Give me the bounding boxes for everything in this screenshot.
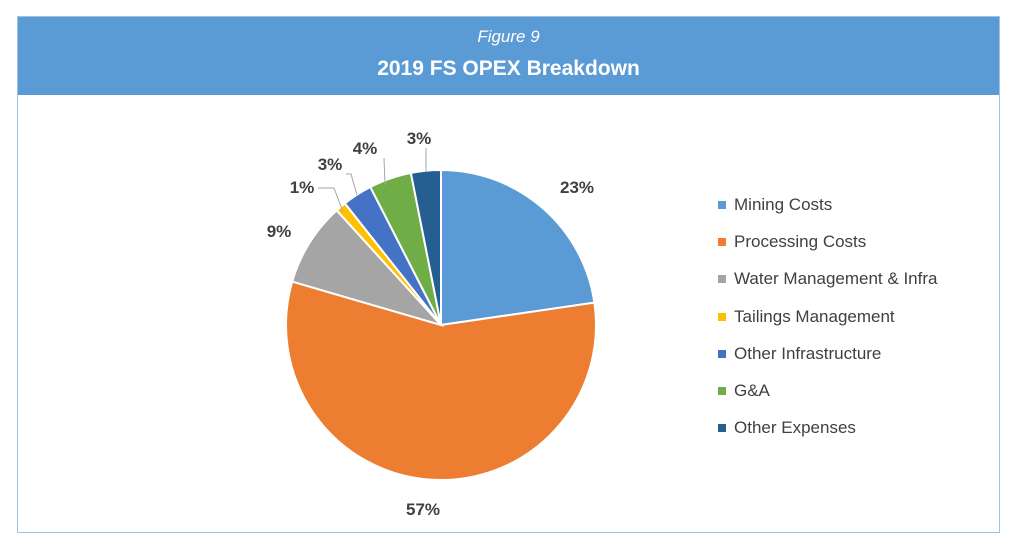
chart-title: 2019 FS OPEX Breakdown xyxy=(377,57,640,80)
data-label-other-infrastructure: 3% xyxy=(318,155,343,174)
figure-label: Figure 9 xyxy=(477,27,540,46)
legend-item-other-expenses: Other Expenses xyxy=(718,410,937,447)
data-label-mining-costs: 23% xyxy=(560,178,594,197)
leader-line-tailings-management xyxy=(318,187,344,213)
legend-swatch xyxy=(718,237,726,246)
data-label-water-management-and-infra: 9% xyxy=(267,222,292,241)
legend-item-mining-costs: Mining Costs xyxy=(718,186,937,223)
legend-swatch xyxy=(718,200,726,209)
slice-water-management-and-infra xyxy=(290,208,445,327)
leader-line-other-infrastructure xyxy=(346,173,358,196)
legend-item-tailings-management: Tailings Management xyxy=(718,298,937,335)
data-label-tailings-management: 1% xyxy=(290,178,315,197)
legend-label: Mining Costs xyxy=(734,194,833,214)
data-label-ganda: 4% xyxy=(353,139,378,158)
legend-label: Water Management & Infra xyxy=(734,269,938,289)
legend-label: Tailings Management xyxy=(734,306,895,326)
legend-item-water-management-and-infra: Water Management & Infra xyxy=(718,261,937,298)
slice-processing-costs xyxy=(285,280,597,481)
legend-swatch xyxy=(718,424,726,433)
slice-mining-costs xyxy=(440,168,596,327)
figure-header: Figure 9 2019 FS OPEX Breakdown xyxy=(18,17,999,95)
legend-item-processing-costs: Processing Costs xyxy=(718,223,937,260)
chart-legend: Mining Costs Processing Costs Water Manage… xyxy=(718,186,937,447)
legend-swatch xyxy=(718,312,726,321)
legend-label: Processing Costs xyxy=(734,231,867,251)
legend-label: Other Expenses xyxy=(734,418,856,438)
data-label-processing-costs: 57% xyxy=(406,500,440,519)
legend-label: G&A xyxy=(734,381,770,401)
legend-swatch xyxy=(718,387,726,396)
data-label-other-expenses: 3% xyxy=(407,129,432,148)
legend-swatch xyxy=(718,349,726,358)
legend-item-ganda: G&A xyxy=(718,372,937,409)
legend-label: Other Infrastructure xyxy=(734,343,882,363)
legend-swatch xyxy=(718,275,726,284)
legend-item-other-infrastructure: Other Infrastructure xyxy=(718,335,937,372)
leader-line-ganda xyxy=(383,157,386,186)
